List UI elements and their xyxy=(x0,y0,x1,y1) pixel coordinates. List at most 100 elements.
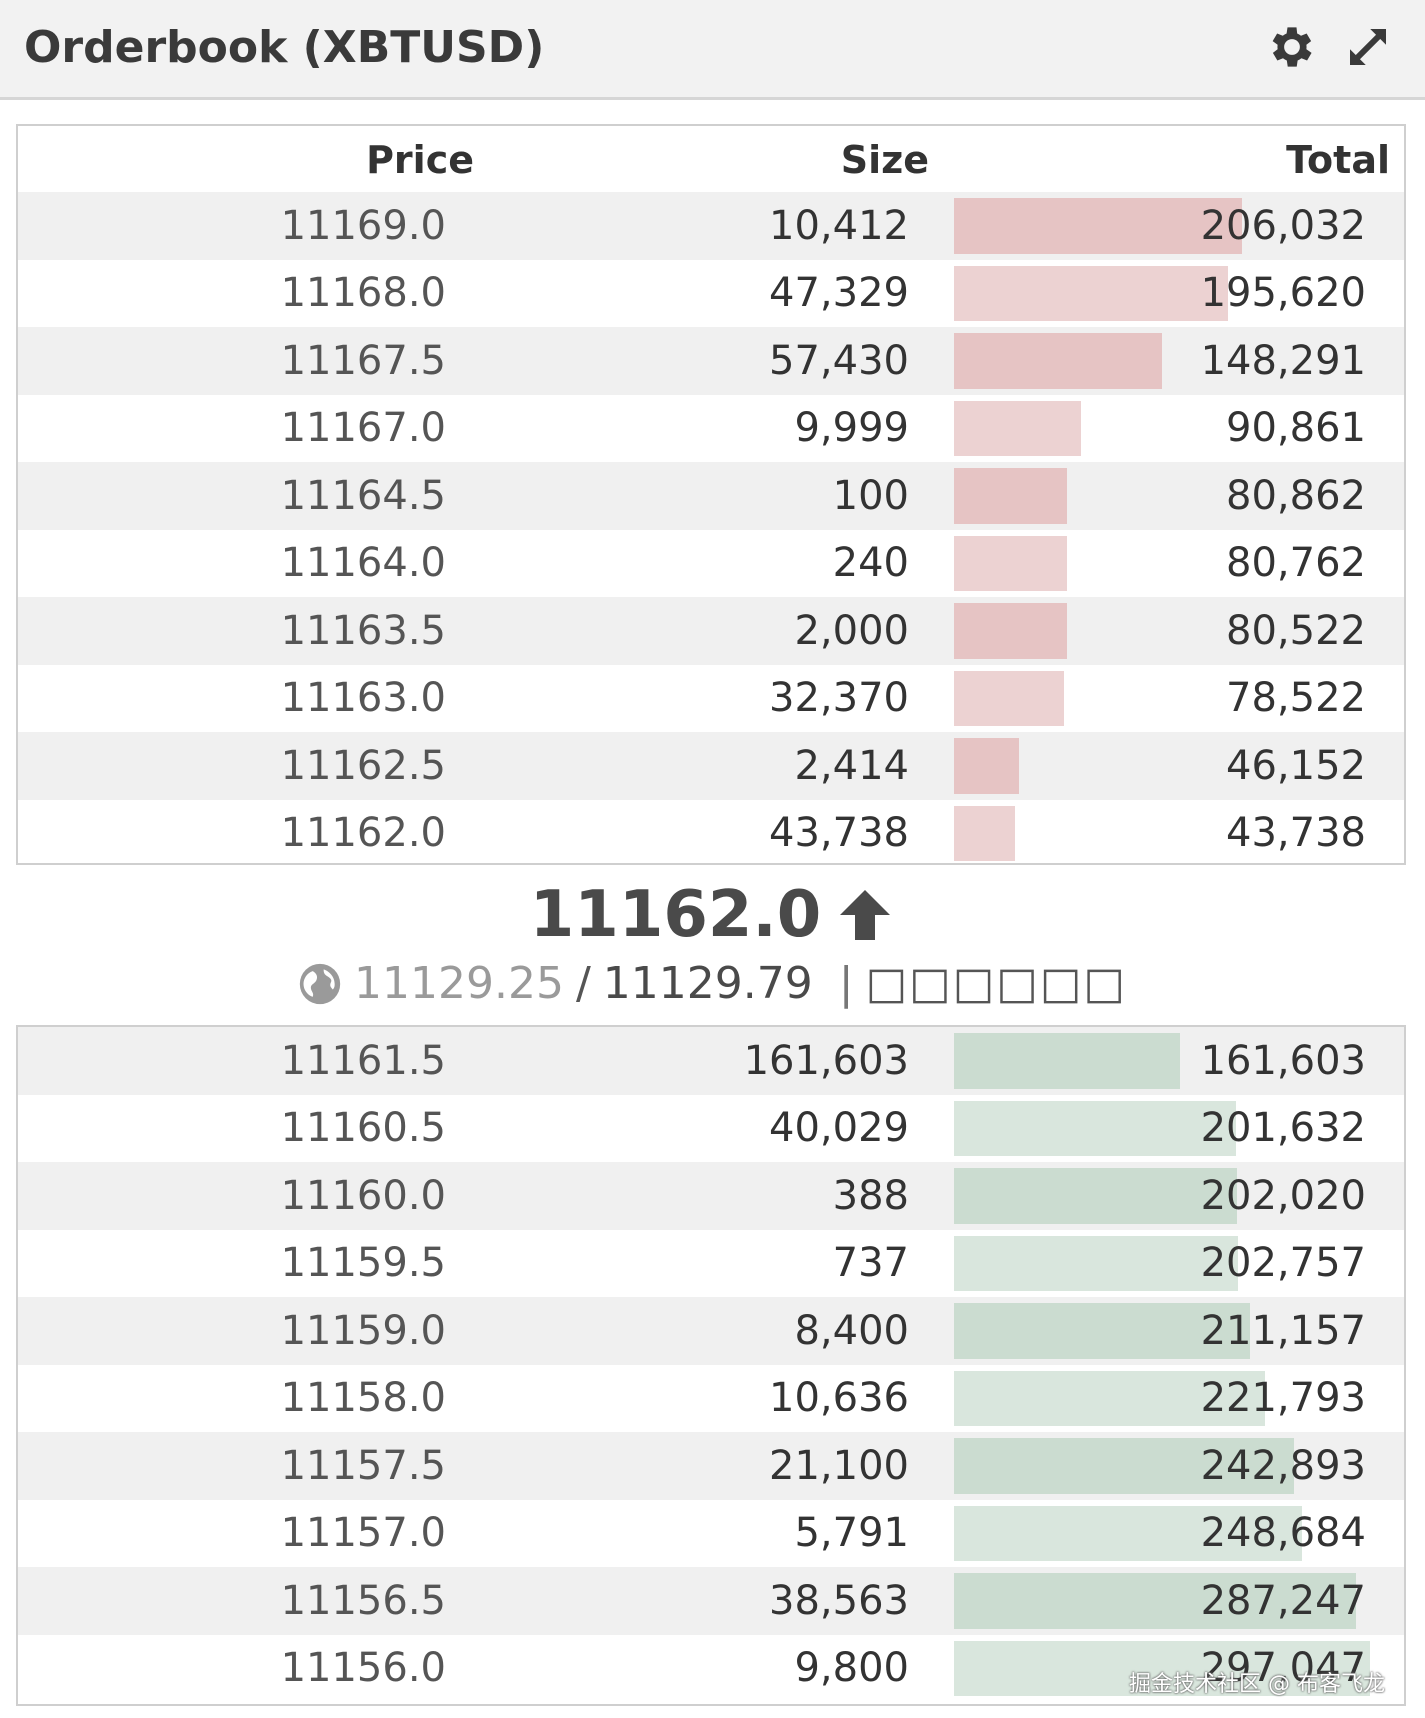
size-column-header[interactable]: Size xyxy=(840,138,929,182)
size-cell[interactable]: 5,791 xyxy=(794,1510,909,1557)
price-cell[interactable]: 11164.0 xyxy=(280,540,446,587)
price-cell[interactable]: 11167.5 xyxy=(280,337,446,384)
bid-order-row[interactable]: 11160.5 40,029 201,632 xyxy=(18,1095,1404,1163)
price-cell[interactable]: 11163.5 xyxy=(280,607,446,654)
expand-icon[interactable] xyxy=(1341,20,1395,74)
bid-depth-bar xyxy=(954,1438,1294,1494)
bid-depth-bar xyxy=(954,1505,1302,1561)
total-cell: 202,757 xyxy=(1200,1240,1366,1287)
price-cell[interactable]: 11168.0 xyxy=(280,270,446,317)
price-cell[interactable]: 11158.0 xyxy=(280,1375,446,1422)
price-cell[interactable]: 11162.0 xyxy=(280,810,446,857)
ask-order-row[interactable]: 11168.0 47,329 195,620 xyxy=(18,260,1404,328)
size-cell[interactable]: 161,603 xyxy=(743,1037,909,1084)
size-cell[interactable]: 10,636 xyxy=(769,1375,909,1422)
size-cell[interactable]: 2,000 xyxy=(794,607,909,654)
total-cell: 78,522 xyxy=(1226,675,1366,722)
price-column-header[interactable]: Price xyxy=(366,138,474,182)
bid-order-row[interactable]: 11156.0 9,800 297,047 xyxy=(18,1635,1404,1703)
size-cell[interactable]: 737 xyxy=(832,1240,909,1287)
size-cell[interactable]: 47,329 xyxy=(769,270,909,317)
index-label: □□□□□□ xyxy=(865,958,1127,1009)
size-cell[interactable]: 100 xyxy=(832,472,909,519)
bid-order-row[interactable]: 11157.5 21,100 242,893 xyxy=(18,1432,1404,1500)
price-cell[interactable]: 11162.5 xyxy=(280,742,446,789)
price-cell[interactable]: 11160.0 xyxy=(280,1172,446,1219)
ask-order-row[interactable]: 11167.5 57,430 148,291 xyxy=(18,327,1404,395)
total-cell: 80,762 xyxy=(1226,540,1366,587)
size-cell[interactable]: 9,800 xyxy=(794,1645,909,1692)
price-cell[interactable]: 11161.5 xyxy=(280,1037,446,1084)
ask-order-row[interactable]: 11162.5 2,414 46,152 xyxy=(18,732,1404,800)
ask-order-row[interactable]: 11163.0 32,370 78,522 xyxy=(18,665,1404,733)
bid-depth-bar xyxy=(954,1370,1265,1426)
asks-table: Price Size Total 11169.0 10,412 206,032 111… xyxy=(16,124,1406,865)
price-cell[interactable]: 11156.0 xyxy=(280,1645,446,1692)
size-cell[interactable]: 9,999 xyxy=(794,405,909,452)
bid-order-row[interactable]: 11156.5 38,563 287,247 xyxy=(18,1567,1404,1635)
ask-depth-bar xyxy=(954,333,1162,389)
size-cell[interactable]: 38,563 xyxy=(769,1577,909,1624)
ask-depth-bar xyxy=(954,805,1015,861)
price-cell[interactable]: 11157.0 xyxy=(280,1510,446,1557)
total-cell: 161,603 xyxy=(1200,1037,1366,1084)
price-cell[interactable]: 11159.5 xyxy=(280,1240,446,1287)
size-cell[interactable]: 32,370 xyxy=(769,675,909,722)
bid-order-row[interactable]: 11160.0 388 202,020 xyxy=(18,1162,1404,1230)
mid-price-section: 11162.0 11129.25 / 11129.79 | □□□□□□ xyxy=(0,866,1425,1024)
price-separator: / xyxy=(575,958,591,1009)
price-cell[interactable]: 11160.5 xyxy=(280,1105,446,1152)
globe-icon[interactable] xyxy=(298,962,342,1006)
ask-order-row[interactable]: 11164.5 100 80,862 xyxy=(18,462,1404,530)
size-cell[interactable]: 8,400 xyxy=(794,1307,909,1354)
size-cell[interactable]: 388 xyxy=(832,1172,909,1219)
ask-depth-bar xyxy=(954,535,1067,591)
size-cell[interactable]: 2,414 xyxy=(794,742,909,789)
bids-table: 11161.5 161,603 161,603 11160.5 40,029 201,63… xyxy=(16,1025,1406,1706)
ask-depth-bar xyxy=(954,400,1081,456)
ask-depth-bar xyxy=(954,265,1228,321)
total-cell: 80,862 xyxy=(1226,472,1366,519)
ask-order-row[interactable]: 11162.0 43,738 43,738 xyxy=(18,800,1404,868)
bid-depth-bar xyxy=(954,1235,1238,1291)
gear-icon[interactable] xyxy=(1265,20,1319,74)
price-cell[interactable]: 11167.0 xyxy=(280,405,446,452)
size-cell[interactable]: 10,412 xyxy=(769,202,909,249)
bid-depth-bar xyxy=(954,1100,1236,1156)
asks-rows: 11169.0 10,412 206,032 11168.0 47,329 195,620… xyxy=(18,192,1404,867)
size-cell[interactable]: 240 xyxy=(832,540,909,587)
divider: | xyxy=(838,958,854,1009)
price-cell[interactable]: 11157.5 xyxy=(280,1442,446,1489)
bid-order-row[interactable]: 11159.5 737 202,757 xyxy=(18,1230,1404,1298)
size-cell[interactable]: 43,738 xyxy=(769,810,909,857)
total-column-header[interactable]: Total xyxy=(1286,138,1390,182)
size-cell[interactable]: 21,100 xyxy=(769,1442,909,1489)
price-cell[interactable]: 11163.0 xyxy=(280,675,446,722)
ask-depth-bar xyxy=(954,468,1067,524)
mark-price: 11129.79 xyxy=(602,958,813,1009)
price-cell[interactable]: 11156.5 xyxy=(280,1577,446,1624)
ask-order-row[interactable]: 11163.5 2,000 80,522 xyxy=(18,597,1404,665)
bid-order-row[interactable]: 11161.5 161,603 161,603 xyxy=(18,1027,1404,1095)
ask-depth-bar xyxy=(954,198,1242,254)
total-cell: 221,793 xyxy=(1200,1375,1366,1422)
watermark: 掘金技术社区 @ 布客飞龙 xyxy=(1129,1672,1385,1697)
index-price: 11129.25 xyxy=(354,958,564,1009)
size-cell[interactable]: 40,029 xyxy=(769,1105,909,1152)
panel-title: Orderbook (XBTUSD) xyxy=(24,22,545,73)
bid-order-row[interactable]: 11157.0 5,791 248,684 xyxy=(18,1500,1404,1568)
bid-order-row[interactable]: 11158.0 10,636 221,793 xyxy=(18,1365,1404,1433)
ask-order-row[interactable]: 11164.0 240 80,762 xyxy=(18,530,1404,598)
ask-order-row[interactable]: 11169.0 10,412 206,032 xyxy=(18,192,1404,260)
total-cell: 206,032 xyxy=(1200,202,1366,249)
price-cell[interactable]: 11169.0 xyxy=(280,202,446,249)
ask-depth-bar xyxy=(954,738,1019,794)
price-cell[interactable]: 11164.5 xyxy=(280,472,446,519)
total-cell: 211,157 xyxy=(1200,1307,1366,1354)
size-cell[interactable]: 57,430 xyxy=(769,337,909,384)
bid-order-row[interactable]: 11159.0 8,400 211,157 xyxy=(18,1297,1404,1365)
price-cell[interactable]: 11159.0 xyxy=(280,1307,446,1354)
arrow-up-icon xyxy=(840,890,891,940)
ask-depth-bar xyxy=(954,670,1064,726)
ask-order-row[interactable]: 11167.0 9,999 90,861 xyxy=(18,395,1404,463)
